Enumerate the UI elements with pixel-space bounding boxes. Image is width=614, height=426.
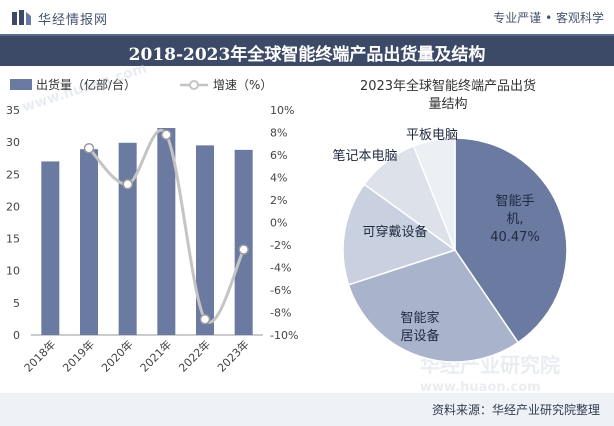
brand-slogan: 专业严谨 • 客观科学 [493, 11, 604, 25]
growth-point [122, 179, 133, 190]
legend: 出货量（亿部/台） 增速（%） [10, 77, 272, 92]
pie-label-3: 笔记本电脑 [332, 148, 397, 164]
x-tick-label: 2019年 [60, 337, 97, 374]
x-tick-label: 2022年 [176, 337, 213, 374]
y-left-tick-label: 5 [13, 297, 20, 310]
y-left-tick-label: 25 [6, 168, 20, 181]
pie-label-2: 可穿戴设备 [362, 224, 427, 240]
y-right-tick-label: -6% [270, 284, 291, 297]
bar-2019年 [80, 149, 98, 335]
pie-label-0: 机, [506, 212, 523, 227]
x-ticks: 2018年 2019年 2020年 2021年 2022年 2023年 [21, 337, 252, 374]
legend-bar-swatch [10, 79, 32, 90]
y-right-tick-label: 2% [270, 194, 287, 207]
pie-label-1: 居设备 [400, 328, 439, 344]
bar-2023年 [234, 149, 253, 335]
pie-title-line2: 量结构 [428, 97, 467, 112]
brand-logo-icon [12, 10, 31, 25]
y-right-tick-label: 8% [270, 127, 287, 140]
y-left-tick-label: 15 [6, 233, 20, 246]
pie-slice-智能家居设备 [347, 249, 520, 363]
legend-bar-label: 出货量（亿部/台） [36, 77, 136, 92]
y-right-tick-label: 6% [270, 149, 287, 162]
growth-point [199, 314, 211, 325]
brand-name: 华经情报网 [38, 13, 109, 28]
growth-line [83, 129, 249, 325]
pie-slice-平板电脑 [412, 137, 456, 251]
y-left-tick-label: 20 [6, 200, 20, 213]
y-left-tick-label: 35 [6, 104, 20, 117]
x-tick-label: 2021年 [137, 337, 174, 374]
pie-slice-智能手机, [454, 137, 568, 344]
growth-point [83, 143, 95, 154]
y-right-tick-label: -2% [270, 239, 291, 252]
pie-label-1: 智能家 [400, 310, 439, 326]
y-right-tick-label: -4% [270, 262, 291, 275]
y-left-tick-label: 0 [13, 329, 20, 342]
pie-label-0: 智能手 [495, 194, 534, 209]
bar-2018年 [41, 161, 60, 335]
growth-point [161, 129, 172, 140]
bar-2021年 [157, 128, 176, 335]
bars [41, 128, 253, 335]
y-left-tick-label: 10 [6, 265, 20, 278]
pie-slice-可穿戴设备 [342, 183, 457, 286]
y-left-tick-label: 30 [6, 136, 20, 149]
footer: 资料来源：华经产业研究院整理 [0, 393, 614, 426]
pie-label-4: 平板电脑 [406, 128, 458, 143]
top-bar: 华经情报网 专业严谨 • 客观科学 [0, 0, 614, 34]
y-right-tick-label: -8% [270, 307, 291, 320]
x-tick-label: 2020年 [98, 337, 135, 374]
chart-title: 2018-2023年全球智能终端产品出货量及结构 [128, 45, 486, 65]
pie-title-line1: 2023年全球智能终端产品出货 [360, 78, 536, 94]
pie-label-0: 40.47% [490, 230, 540, 245]
bar-2022年 [196, 145, 214, 335]
x-tick-label: 2023年 [214, 337, 251, 374]
bar-2020年 [118, 142, 137, 335]
x-tick-label: 2018年 [21, 337, 58, 374]
source-note: 资料来源：华经产业研究院整理 [431, 403, 600, 417]
legend-line-marker [189, 80, 199, 90]
y-right-tick-label: 4% [270, 172, 287, 185]
y-left-ticks: 0 5 10 15 20 25 30 35 [6, 104, 20, 342]
legend-line-label: 增速（%） [213, 78, 272, 92]
y-right-tick-label: 10% [270, 104, 294, 117]
title-bar: 2018-2023年全球智能终端产品出货量及结构 [0, 34, 614, 66]
watermark-url: www.huaon.com [420, 380, 541, 395]
y-right-tick-label: 0% [270, 217, 287, 230]
y-right-tick-label: -10% [270, 329, 298, 342]
y-right-ticks: -10% -8% -6% -4% -2% 0% 2% 4% 6% 8% 10% [270, 104, 298, 342]
growth-point [238, 244, 249, 255]
